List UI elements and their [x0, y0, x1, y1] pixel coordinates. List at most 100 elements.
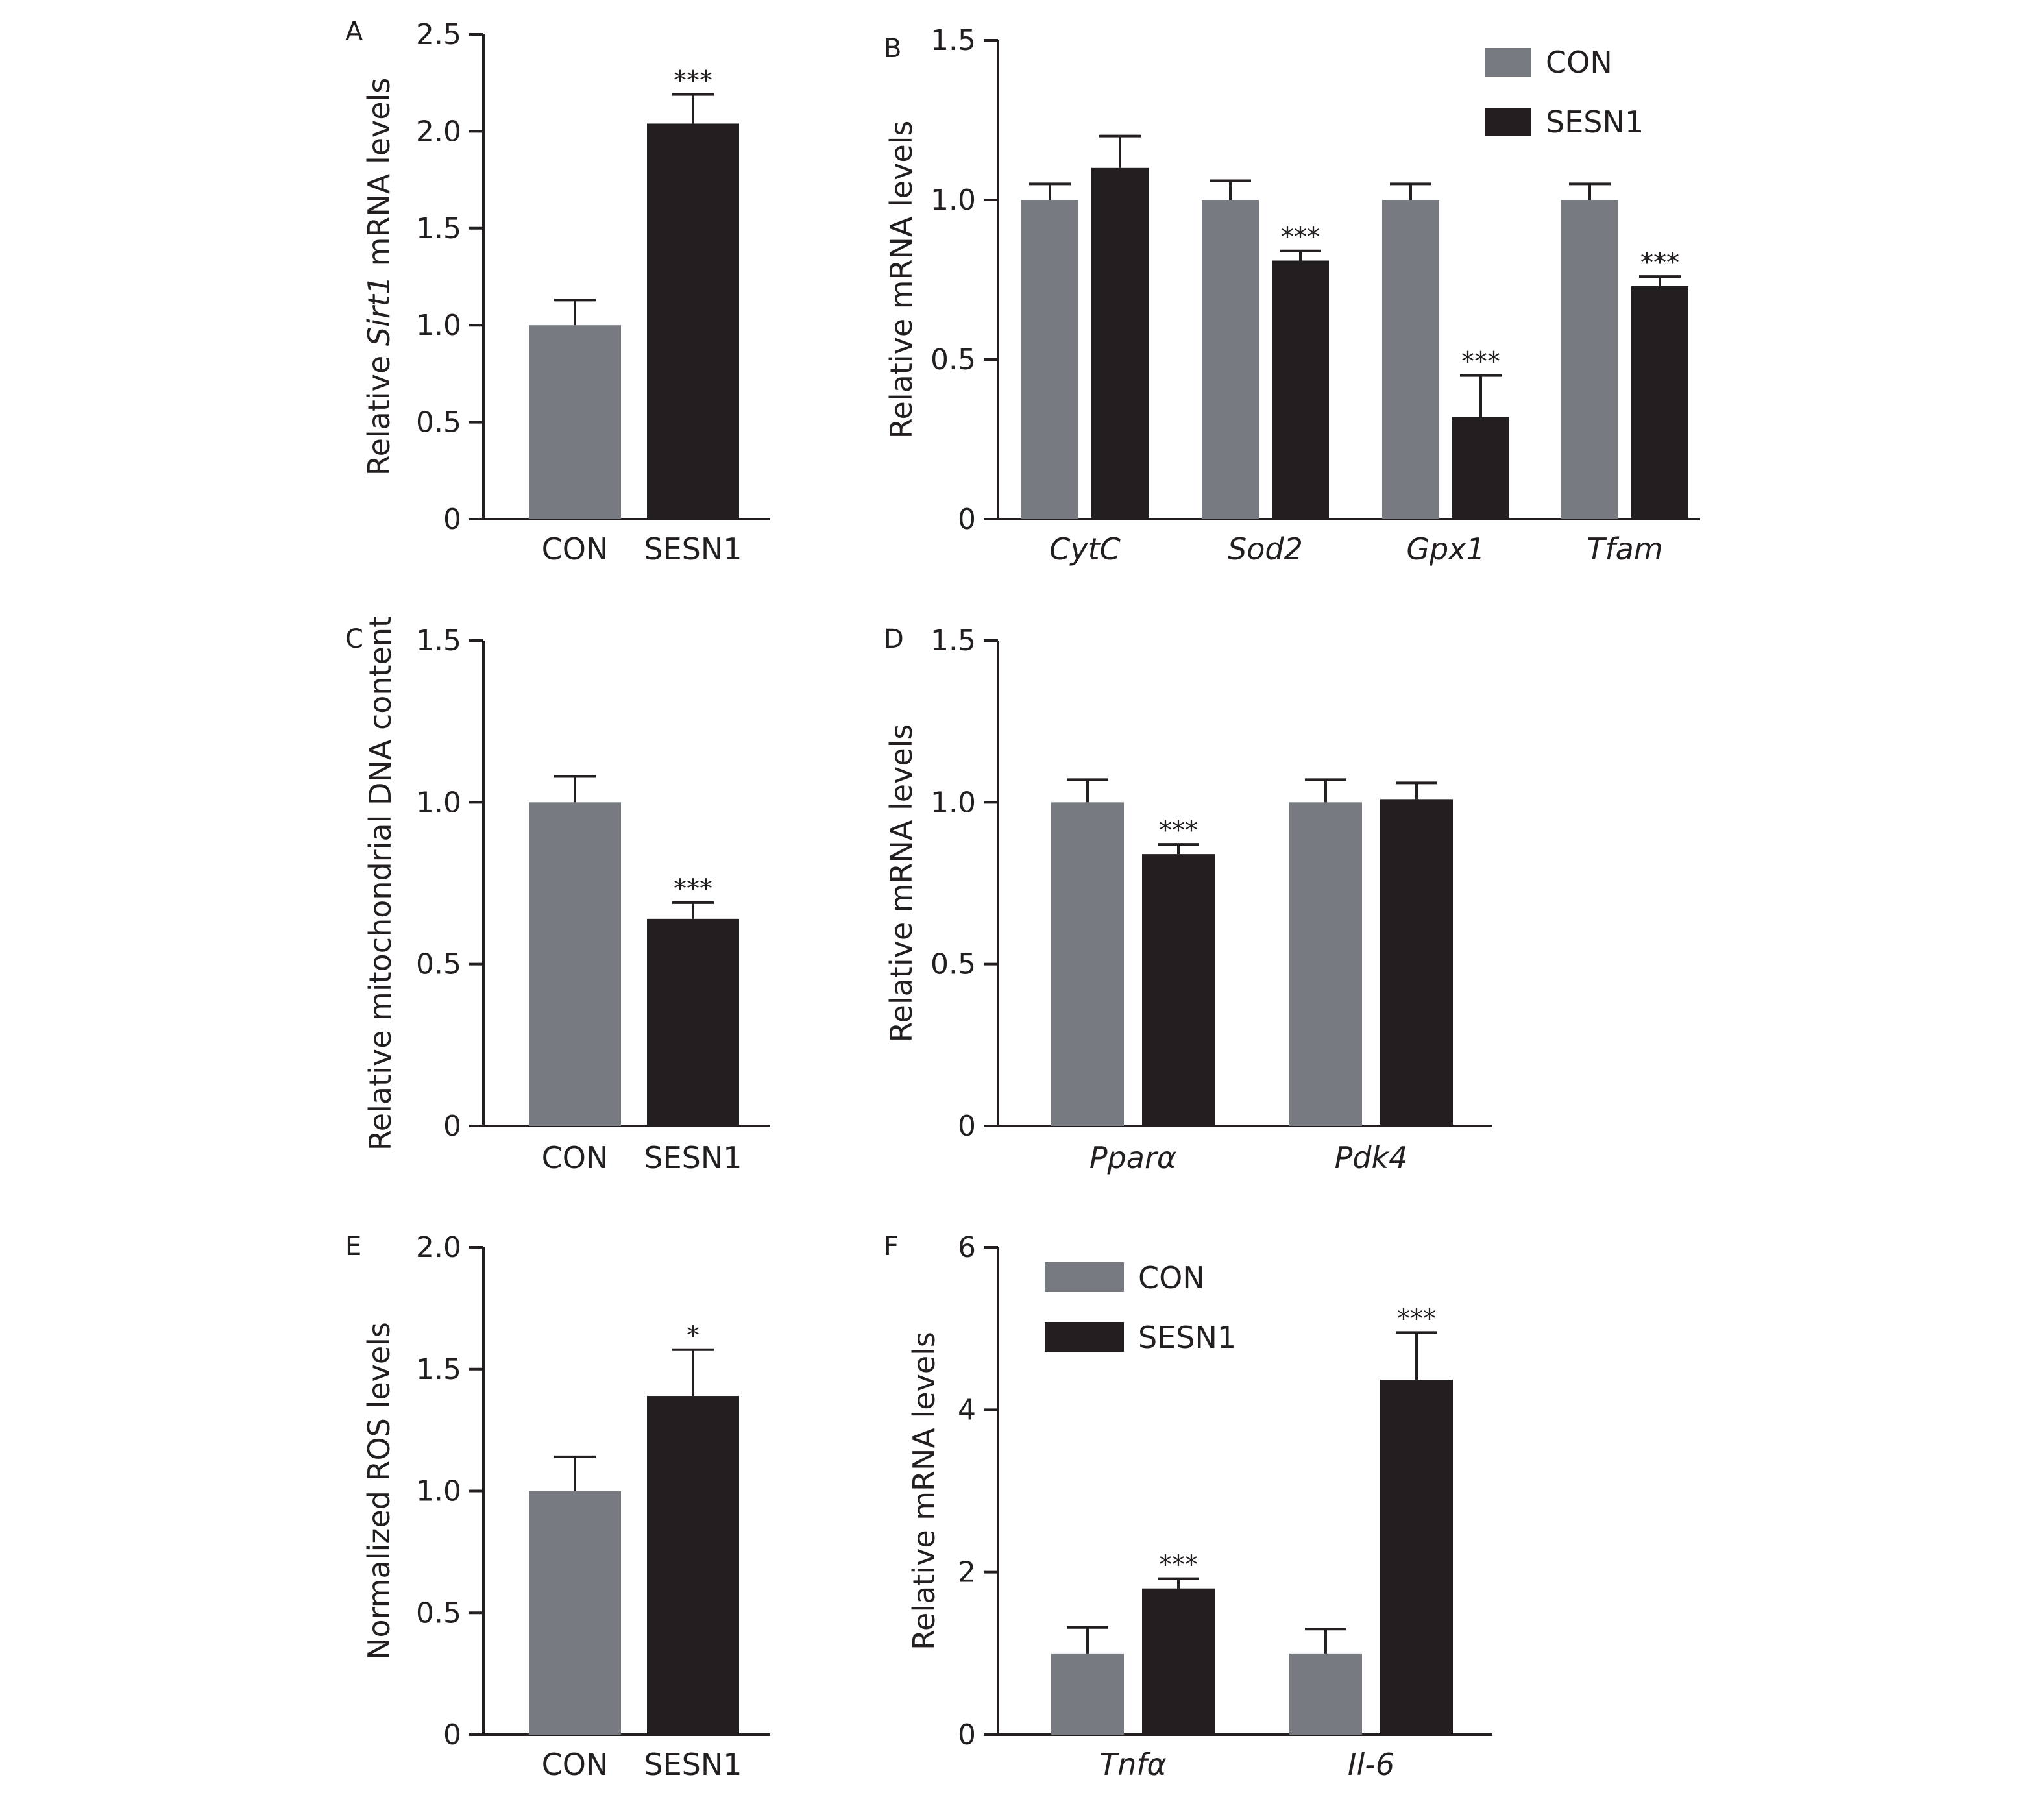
- y-axis-title-part: Sirt1: [361, 276, 396, 346]
- panel-letter: B: [884, 34, 901, 64]
- significance-label: ***: [674, 66, 712, 96]
- y-axis-title-part: Relative: [361, 346, 396, 476]
- y-tick-label: 0.5: [416, 406, 461, 439]
- chart-panel-e: E 0 0.5 1.0 1.5 2.0 Normalized ROS levels * CON S…: [345, 1231, 770, 1782]
- bar-con: [529, 1491, 621, 1735]
- panel-letter: E: [345, 1232, 361, 1262]
- legend-swatch-sesn1: [1485, 108, 1531, 136]
- x-category-label: Tfam: [1587, 531, 1662, 567]
- bar-sesn1-2: [1452, 417, 1509, 519]
- y-tick-label: 0: [958, 503, 976, 536]
- legend-swatch-con: [1045, 1262, 1124, 1292]
- y-tick-label: 1.0: [931, 786, 976, 819]
- bar-con: [529, 325, 621, 519]
- y-tick-label: 2.5: [416, 18, 461, 51]
- y-tick-label: 0: [958, 1110, 976, 1143]
- x-category-label: SESN1: [644, 1140, 742, 1175]
- x-category-label: SESN1: [644, 531, 742, 567]
- legend: CON SESN1: [1485, 45, 1644, 140]
- x-category-label: CON: [542, 1747, 609, 1782]
- chart-panel-a: A 0 0.5 1.0 1.5 2.0 2.5 Relative Sirt1 mRNA lev…: [345, 17, 770, 567]
- y-axis-title-part: mRNA levels: [361, 78, 396, 276]
- y-axis-title: Relative Sirt1 mRNA levels: [361, 78, 396, 476]
- x-category-label: Gpx1: [1406, 531, 1485, 567]
- chart-panel-f: F 0 2 4 6 Relative mRNA levels *** *** Tnfα Il-6 C…: [884, 1231, 1492, 1782]
- bar-con: [529, 802, 621, 1126]
- y-axis-title-part: Relative mRNA levels: [884, 724, 919, 1043]
- legend-label: CON: [1546, 45, 1612, 80]
- y-tick-label: 1.0: [416, 1475, 461, 1508]
- legend-label: SESN1: [1138, 1320, 1236, 1355]
- bar-con-3: [1561, 200, 1618, 519]
- significance-label: *: [687, 1321, 700, 1351]
- chart-panel-b: B 0 0.5 1.0 1.5 Relative mRNA levels *** *** ***…: [884, 24, 1700, 567]
- panel-letter: A: [345, 17, 363, 47]
- bar-sesn1-3: [1631, 286, 1688, 519]
- y-axis-title-part: Relative mRNA levels: [906, 1332, 942, 1650]
- x-category-label: CON: [542, 1140, 609, 1175]
- y-axis-title: Relative mRNA levels: [906, 1332, 942, 1650]
- y-tick-label: 0: [443, 1110, 461, 1143]
- y-tick-label: 0.5: [931, 948, 976, 981]
- bar-sesn1: [647, 1396, 739, 1735]
- bar-con-0: [1051, 1653, 1124, 1735]
- y-axis-title-part: Normalized ROS levels: [361, 1322, 396, 1660]
- y-tick-label: 1.0: [931, 184, 976, 217]
- bar-con-1: [1289, 1653, 1362, 1735]
- y-tick-label: 0.5: [931, 343, 976, 376]
- bar-sesn1-1: [1272, 260, 1329, 519]
- legend-label: CON: [1138, 1260, 1205, 1295]
- chart-panel-d: D 0 0.5 1.0 1.5 Relative mRNA levels *** Pparα P…: [884, 624, 1492, 1175]
- significance-label: ***: [674, 874, 712, 904]
- bar-sesn1-0: [1142, 854, 1215, 1126]
- legend-swatch-sesn1: [1045, 1322, 1124, 1352]
- bar-sesn1-0: [1091, 167, 1149, 519]
- x-category-label: Il-6: [1348, 1747, 1394, 1782]
- y-tick-label: 1.5: [931, 24, 976, 57]
- panel-letter: F: [884, 1232, 899, 1262]
- y-axis-title: Normalized ROS levels: [361, 1322, 396, 1660]
- bar-sesn1-1: [1380, 1380, 1453, 1735]
- legend-swatch-con: [1485, 48, 1531, 77]
- x-category-label: SESN1: [644, 1747, 742, 1782]
- y-tick-label: 0.5: [416, 948, 461, 981]
- bar-con-2: [1382, 200, 1439, 519]
- bar-sesn1-0: [1142, 1588, 1215, 1735]
- bar-sesn1: [647, 918, 739, 1126]
- y-tick-label: 0: [443, 1718, 461, 1752]
- y-axis-title: Relative mRNA levels: [884, 121, 919, 439]
- y-tick-label: 2.0: [416, 1231, 461, 1264]
- panel-letter: C: [345, 624, 363, 654]
- significance-label: ***: [1281, 223, 1320, 252]
- x-category-label: CON: [542, 531, 609, 567]
- x-category-label: Tnfα: [1099, 1747, 1167, 1782]
- chart-panel-c: C 0 0.5 1.0 1.5 Relative mitochondrial DNA co…: [345, 616, 770, 1175]
- bar-sesn1: [647, 123, 739, 519]
- y-tick-label: 1.5: [931, 624, 976, 657]
- x-category-label: Pdk4: [1335, 1140, 1408, 1175]
- y-tick-label: 1.5: [416, 1353, 461, 1386]
- y-tick-label: 0: [443, 503, 461, 536]
- bar-con-0: [1051, 802, 1124, 1126]
- significance-label: ***: [1159, 816, 1198, 846]
- y-tick-label: 0.5: [416, 1596, 461, 1630]
- y-tick-label: 1.0: [416, 309, 461, 342]
- x-category-label: Sod2: [1228, 531, 1303, 567]
- significance-label: ***: [1159, 1550, 1198, 1580]
- bar-con-0: [1021, 200, 1078, 519]
- x-category-label: Pparα: [1089, 1140, 1176, 1175]
- significance-label: ***: [1640, 248, 1679, 278]
- y-axis-title: Relative mitochondrial DNA content: [363, 616, 398, 1151]
- significance-label: ***: [1397, 1304, 1436, 1334]
- y-tick-label: 4: [958, 1393, 976, 1426]
- x-category-label: CytC: [1049, 531, 1121, 567]
- legend: CON SESN1: [1045, 1260, 1236, 1355]
- y-tick-label: 2: [958, 1556, 976, 1589]
- y-tick-label: 1.5: [416, 624, 461, 657]
- y-tick-label: 2.0: [416, 115, 461, 148]
- y-tick-label: 0: [958, 1718, 976, 1752]
- bar-con-1: [1202, 200, 1259, 519]
- y-axis-title-part: Relative mitochondrial DNA content: [363, 616, 398, 1151]
